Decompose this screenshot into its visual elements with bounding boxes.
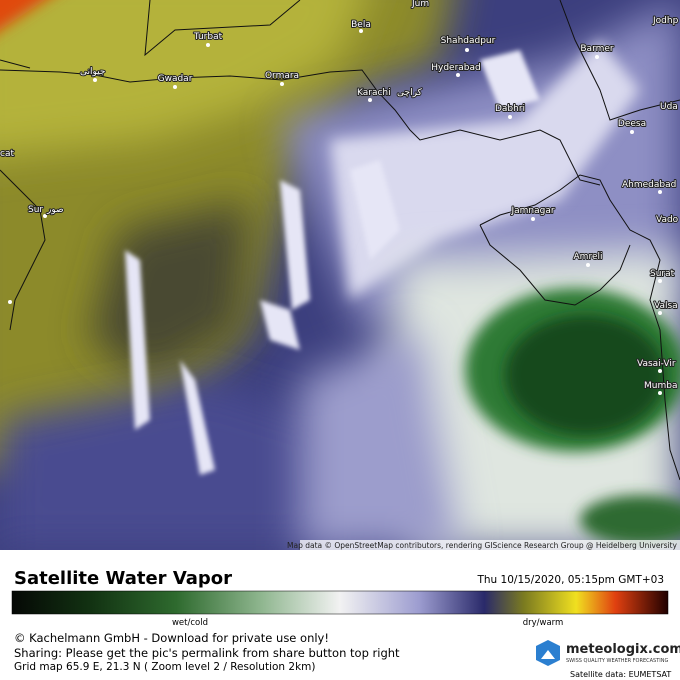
- city-label: cat: [0, 149, 14, 159]
- city-label: Ormara: [265, 71, 299, 81]
- city-label: Jum: [411, 0, 429, 9]
- city-label: Karachi: [357, 88, 391, 98]
- legend-title: Satellite Water Vapor: [14, 568, 232, 589]
- sharing-note: Sharing: Please get the pic's permalink …: [14, 646, 400, 660]
- city-label: Dabhri: [495, 104, 525, 114]
- data-source: Satellite data: EUMETSAT: [570, 670, 671, 679]
- city-label: Deesa: [618, 119, 646, 129]
- city-label: Sur: [28, 205, 43, 215]
- satellite-map: Turbat Bela Shahdadpur Barmer Jodhp Jum …: [0, 0, 680, 550]
- city-label: Vado: [656, 215, 679, 225]
- color-bar: [11, 590, 669, 615]
- timestamp: Thu 10/15/2020, 05:15pm GMT+03: [476, 574, 664, 586]
- city-label: Gwadar: [158, 74, 193, 84]
- city-label: Ahmedabad: [622, 180, 676, 190]
- city-label: Surat: [650, 269, 675, 279]
- logo: [536, 640, 560, 666]
- city-label: Bela: [351, 20, 371, 30]
- city-label: Barmer: [580, 44, 614, 54]
- city-label: صور: [46, 205, 64, 215]
- city-label: Uda: [660, 102, 678, 112]
- low-label: wet/cold: [172, 618, 208, 628]
- grid-info: Grid map 65.9 E, 21.3 N ( Zoom level 2 /…: [14, 661, 316, 673]
- city-label: Turbat: [193, 32, 223, 42]
- map-labels: Turbat Bela Shahdadpur Barmer Jodhp Jum …: [0, 0, 680, 392]
- city-label: Jamnagar: [510, 206, 554, 216]
- city-label: Hyderabad: [431, 63, 481, 73]
- city-label: Mumba: [644, 381, 677, 391]
- map-attribution: Map data © OpenStreetMap contributors, r…: [287, 541, 678, 550]
- copyright: © Kachelmann GmbH - Download for private…: [14, 631, 329, 645]
- high-label: dry/warm: [523, 618, 564, 628]
- brand: meteologix.com: [566, 642, 680, 657]
- city-label: Shahdadpur: [441, 36, 496, 46]
- city-label: Vasai-Vir: [637, 359, 676, 369]
- city-label: جیوانی: [80, 67, 105, 77]
- attribution-bg: [300, 540, 680, 550]
- city-label: Valsa: [654, 301, 678, 311]
- tagline: SWISS QUALITY WEATHER FORECASTING: [566, 658, 668, 664]
- city-label: کراچی: [397, 88, 423, 98]
- city-label: Jodhp: [652, 16, 679, 26]
- city-label: Amreli: [574, 252, 603, 262]
